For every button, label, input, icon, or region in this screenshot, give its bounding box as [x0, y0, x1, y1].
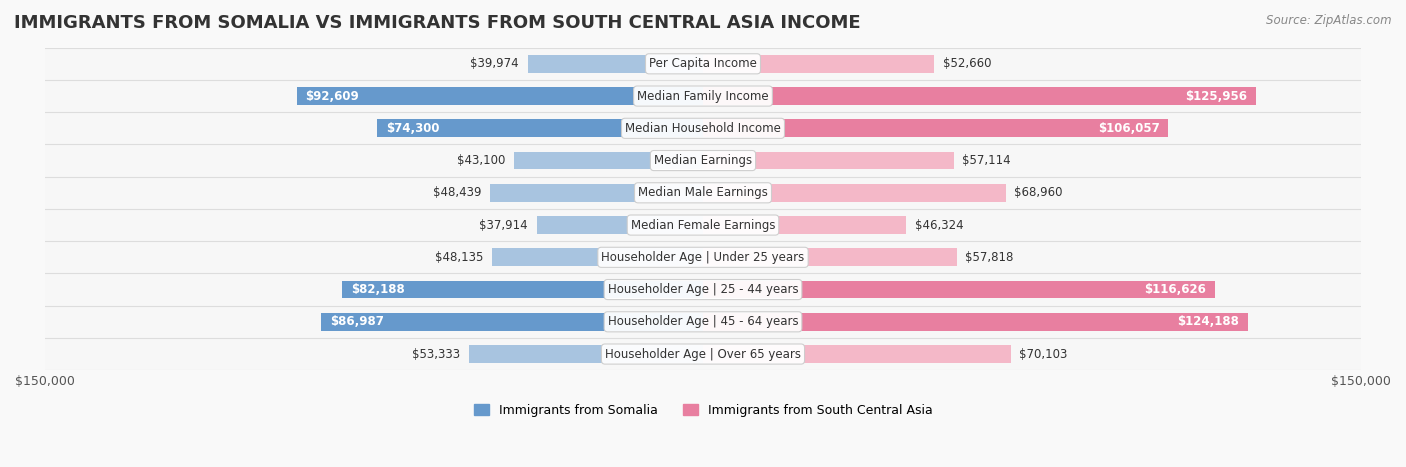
FancyBboxPatch shape — [45, 338, 1361, 370]
FancyBboxPatch shape — [45, 209, 1361, 241]
Text: $57,818: $57,818 — [966, 251, 1014, 264]
Text: $124,188: $124,188 — [1177, 315, 1239, 328]
Text: Median Household Income: Median Household Income — [626, 122, 780, 135]
Text: $53,333: $53,333 — [412, 347, 460, 361]
Text: Median Female Earnings: Median Female Earnings — [631, 219, 775, 232]
Text: Householder Age | 45 - 64 years: Householder Age | 45 - 64 years — [607, 315, 799, 328]
Text: $92,609: $92,609 — [305, 90, 360, 103]
Text: $74,300: $74,300 — [385, 122, 439, 135]
Text: Per Capita Income: Per Capita Income — [650, 57, 756, 71]
Text: Source: ZipAtlas.com: Source: ZipAtlas.com — [1267, 14, 1392, 27]
Bar — [377, 120, 703, 137]
Bar — [297, 87, 703, 105]
Bar — [703, 87, 1256, 105]
Text: $39,974: $39,974 — [470, 57, 519, 71]
FancyBboxPatch shape — [45, 144, 1361, 177]
Text: Householder Age | Over 65 years: Householder Age | Over 65 years — [605, 347, 801, 361]
Bar — [703, 55, 934, 73]
Bar — [703, 152, 953, 170]
Text: Median Family Income: Median Family Income — [637, 90, 769, 103]
Text: $86,987: $86,987 — [330, 315, 384, 328]
Bar — [703, 313, 1247, 331]
Bar — [322, 313, 703, 331]
Text: $48,135: $48,135 — [434, 251, 484, 264]
Text: $46,324: $46,324 — [915, 219, 963, 232]
FancyBboxPatch shape — [45, 80, 1361, 112]
Text: $52,660: $52,660 — [943, 57, 991, 71]
Bar — [703, 120, 1168, 137]
FancyBboxPatch shape — [45, 241, 1361, 274]
Legend: Immigrants from Somalia, Immigrants from South Central Asia: Immigrants from Somalia, Immigrants from… — [468, 399, 938, 422]
Text: $116,626: $116,626 — [1144, 283, 1206, 296]
Bar — [492, 248, 703, 266]
FancyBboxPatch shape — [45, 112, 1361, 144]
Text: $43,100: $43,100 — [457, 154, 505, 167]
Text: $106,057: $106,057 — [1098, 122, 1160, 135]
FancyBboxPatch shape — [45, 48, 1361, 80]
Text: Householder Age | Under 25 years: Householder Age | Under 25 years — [602, 251, 804, 264]
Bar — [703, 345, 1011, 363]
Bar — [703, 184, 1005, 202]
Text: Median Earnings: Median Earnings — [654, 154, 752, 167]
Text: $125,956: $125,956 — [1185, 90, 1247, 103]
Bar — [537, 216, 703, 234]
Bar — [527, 55, 703, 73]
Text: $68,960: $68,960 — [1014, 186, 1063, 199]
Bar — [703, 248, 956, 266]
Bar — [470, 345, 703, 363]
Text: Median Male Earnings: Median Male Earnings — [638, 186, 768, 199]
Text: $82,188: $82,188 — [352, 283, 405, 296]
Bar — [343, 281, 703, 298]
Bar — [515, 152, 703, 170]
Bar — [703, 281, 1215, 298]
Text: IMMIGRANTS FROM SOMALIA VS IMMIGRANTS FROM SOUTH CENTRAL ASIA INCOME: IMMIGRANTS FROM SOMALIA VS IMMIGRANTS FR… — [14, 14, 860, 32]
FancyBboxPatch shape — [45, 306, 1361, 338]
Bar — [491, 184, 703, 202]
Text: $70,103: $70,103 — [1019, 347, 1067, 361]
Text: Householder Age | 25 - 44 years: Householder Age | 25 - 44 years — [607, 283, 799, 296]
Text: $48,439: $48,439 — [433, 186, 482, 199]
FancyBboxPatch shape — [45, 177, 1361, 209]
Bar — [703, 216, 907, 234]
FancyBboxPatch shape — [45, 274, 1361, 306]
Text: $37,914: $37,914 — [479, 219, 527, 232]
Text: $57,114: $57,114 — [962, 154, 1011, 167]
